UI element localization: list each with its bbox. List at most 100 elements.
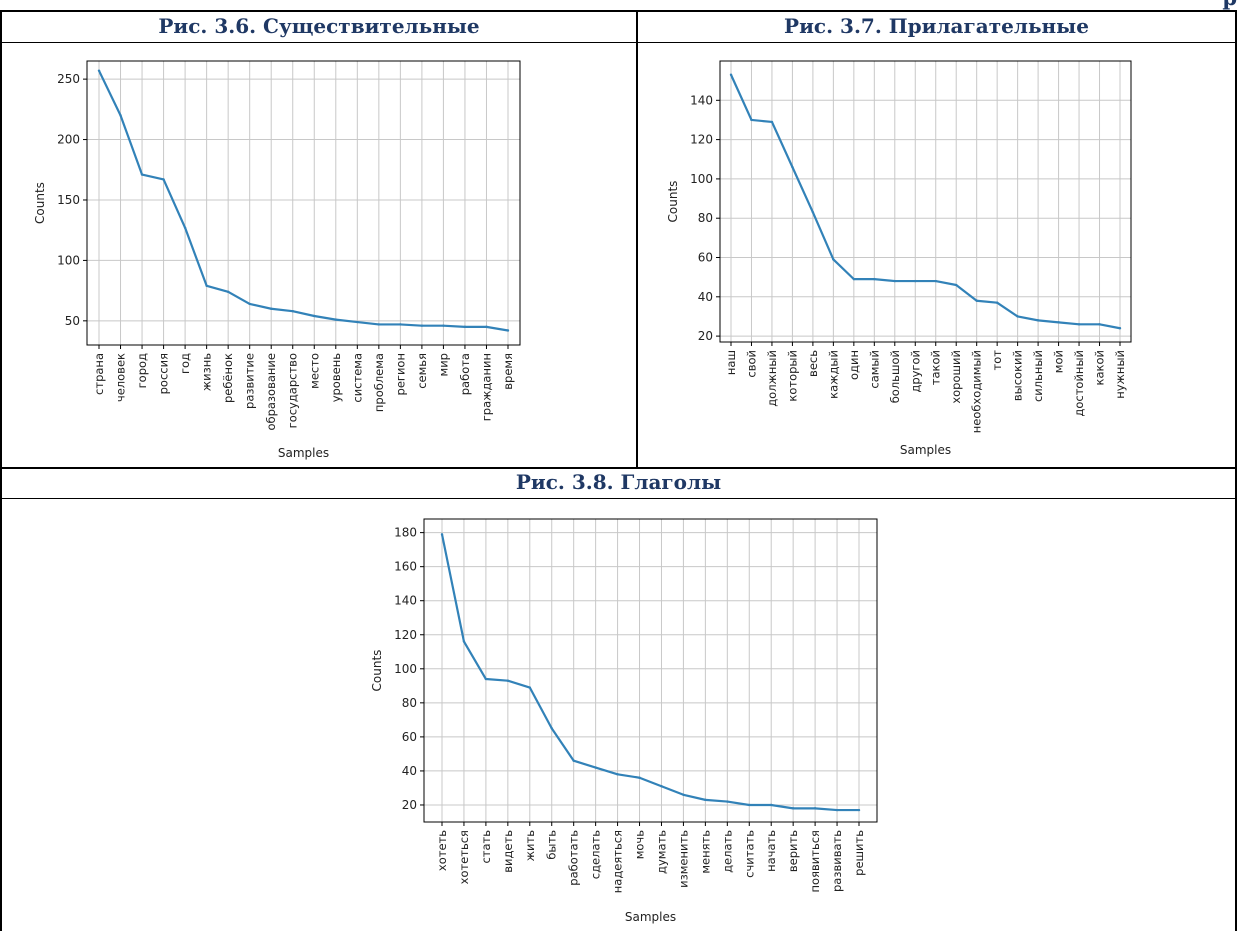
nouns-ytick-label-0: 50: [65, 314, 80, 328]
nouns-ytick-label-2: 150: [57, 193, 80, 207]
adjectives-point-14: [1016, 315, 1019, 318]
verbs-ytick-label-6: 140: [394, 594, 417, 608]
verbs-xtick-label-7: сделать: [589, 830, 603, 879]
adjectives-xtick-label-15: сильный: [1031, 350, 1045, 402]
verbs-xtick-label-15: начать: [764, 830, 778, 872]
row2-caption-divider: [0, 498, 1237, 499]
adjectives-point-9: [914, 279, 917, 283]
nouns-xtick-label-8: образование: [264, 353, 278, 431]
nouns-point-1: [119, 114, 122, 117]
nouns-point-7: [248, 302, 251, 306]
adjectives-xtick-label-5: каждый: [826, 350, 840, 399]
adjectives-ytick-label-3: 80: [698, 211, 713, 225]
verbs-ytick-label-8: 180: [394, 526, 417, 540]
nouns-point-14: [399, 323, 402, 326]
verbs-xtick-label-19: решить: [852, 830, 866, 876]
nouns-xtick-label-1: человек: [114, 353, 128, 402]
nouns-point-0: [97, 69, 101, 72]
nouns-point-12: [356, 320, 359, 324]
verbs-point-3: [506, 679, 510, 682]
adjectives-ytick-label-5: 120: [690, 133, 713, 147]
verbs-point-18: [835, 808, 839, 812]
adjectives-point-5: [832, 258, 835, 261]
adjectives-point-7: [873, 277, 876, 281]
adjectives-xtick-label-1: свой: [744, 350, 758, 378]
verbs-point-16: [791, 807, 795, 810]
nouns-point-8: [270, 307, 273, 310]
figure-caption-adjectives: Рис. 3.7. Прилагательные: [784, 14, 1089, 38]
figure-caption-nouns: Рис. 3.6. Существительные: [158, 14, 480, 38]
adjectives-xtick-label-7: самый: [867, 350, 881, 389]
adjectives-xtick-label-13: тот: [990, 350, 1004, 371]
nouns-series-line: [98, 70, 509, 332]
adjectives-plot-frame: [719, 60, 1132, 343]
row1-caption-divider: [0, 42, 1237, 43]
verbs-point-15: [770, 803, 773, 807]
figure-caption-verbs: Рис. 3.8. Глаголы: [515, 470, 722, 494]
verbs-yaxis-label: Counts: [370, 650, 384, 692]
adjectives-point-15: [1036, 319, 1040, 322]
nouns-point-15: [420, 324, 424, 327]
adjectives-point-13: [995, 301, 999, 304]
nouns-xtick-label-15: семья: [415, 353, 429, 389]
nouns-xtick-label-0: страна: [92, 353, 106, 395]
adjectives-xtick-label-4: весь: [806, 350, 820, 377]
verbs-xtick-label-14: считать: [742, 830, 756, 878]
nouns-ytick-label-4: 250: [57, 72, 80, 86]
nouns-xtick-label-14: регион: [393, 353, 407, 395]
verbs-point-19: [857, 808, 861, 812]
adjectives-xtick-label-8: большой: [888, 350, 902, 403]
verbs-point-5: [550, 727, 553, 730]
verbs-xtick-label-16: верить: [786, 830, 800, 872]
nouns-point-19: [506, 329, 510, 332]
nouns-point-17: [463, 325, 467, 329]
table-border-right: [1235, 10, 1237, 931]
verbs-xtick-label-6: работать: [567, 830, 581, 886]
nouns-xtick-label-3: россия: [157, 353, 171, 394]
nouns-point-3: [162, 178, 165, 181]
verbs-xtick-label-2: стать: [479, 830, 493, 864]
verbs-point-2: [484, 677, 488, 681]
adjectives-ytick-label-4: 100: [690, 172, 713, 186]
nouns-xtick-label-9: государство: [286, 353, 300, 428]
verbs-point-6: [572, 759, 575, 762]
nouns-xtick-label-18: гражданин: [479, 353, 493, 421]
adjectives-point-11: [955, 283, 958, 287]
verbs-xtick-label-18: развивать: [830, 830, 844, 892]
adjectives-xtick-label-0: наш: [724, 350, 738, 375]
verbs-xaxis-label: Samples: [625, 910, 676, 924]
nouns-xaxis-label: Samples: [278, 446, 329, 460]
verbs-xtick-label-3: видеть: [501, 830, 515, 873]
adjectives-yaxis-label: Counts: [666, 181, 680, 223]
verbs-ytick-label-0: 20: [402, 798, 417, 812]
adjectives-xtick-label-19: нужный: [1113, 350, 1127, 399]
adjectives-xtick-label-11: хороший: [949, 350, 963, 404]
verbs-xtick-label-0: хотеть: [435, 830, 449, 871]
verbs-point-13: [726, 800, 729, 803]
verbs-point-17: [813, 807, 817, 810]
verbs-point-11: [682, 793, 685, 796]
adjectives-xtick-label-10: такой: [929, 350, 943, 385]
verbs-point-8: [616, 773, 619, 776]
nouns-point-11: [334, 318, 337, 321]
verbs-point-1: [462, 640, 466, 643]
verbs-xtick-label-9: мочь: [633, 830, 647, 860]
row-divider: [0, 467, 1237, 469]
verbs-xtick-label-11: изменить: [676, 830, 690, 888]
adjectives-point-12: [975, 299, 978, 302]
nouns-point-2: [140, 173, 144, 176]
adjectives-xtick-label-14: высокий: [1011, 350, 1025, 401]
adjectives-ytick-label-1: 40: [698, 290, 713, 304]
verbs-point-12: [704, 798, 707, 802]
adjectives-point-4: [811, 211, 815, 214]
adjectives-point-17: [1077, 323, 1081, 326]
adjectives-xtick-label-9: другой: [908, 350, 922, 393]
verbs-ytick-label-2: 60: [402, 730, 417, 744]
nouns-xtick-label-4: год: [178, 353, 192, 374]
adjectives-xaxis-label: Samples: [900, 443, 951, 457]
adjectives-xtick-label-2: должный: [765, 350, 779, 407]
verbs-point-9: [638, 776, 641, 779]
verbs-point-0: [440, 533, 444, 536]
adjectives-ytick-label-6: 140: [690, 93, 713, 107]
